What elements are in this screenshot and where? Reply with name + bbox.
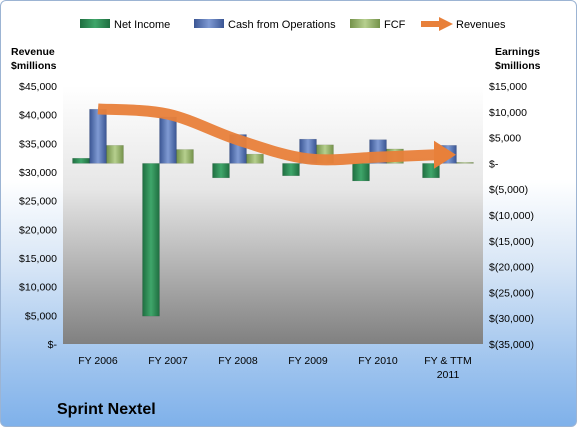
right-axis-title-line-2: $millions	[495, 60, 541, 72]
right-axis-tick-label: $(20,000)	[489, 262, 534, 274]
left-axis-tick-label: $20,000	[19, 224, 57, 236]
plot-area	[63, 86, 483, 344]
net-income-bar	[282, 163, 300, 177]
right-axis-tick-label: $5,000	[489, 133, 521, 145]
revenues-line-path	[97, 103, 437, 166]
right-axis-tick-label: $15,000	[489, 81, 527, 93]
cash-from-operations-bar	[89, 108, 107, 164]
net-income-bar	[352, 163, 370, 182]
right-axis-tick-label: $(5,000)	[489, 184, 528, 196]
legend-label-cash-from-operations: Cash from Operations	[228, 19, 336, 31]
left-axis-tick-label: $10,000	[19, 282, 57, 294]
fcf-bar	[246, 153, 264, 164]
legend-swatch-fcf	[350, 19, 380, 28]
net-income-bar	[212, 163, 230, 179]
x-axis-category-label: FY 2007	[148, 355, 188, 367]
x-axis-category-label: FY 2010	[358, 355, 398, 367]
x-axis-labels: FY 2006 FY 2007 FY 2008 FY 2009 FY 2010 FY & …	[78, 355, 471, 381]
right-axis-tick-label: $(10,000)	[489, 210, 534, 222]
x-axis-category-label: FY 2006	[78, 355, 118, 367]
fcf-bar	[456, 162, 474, 164]
right-axis-tick-label: $(15,000)	[489, 236, 534, 248]
legend-label-fcf: FCF	[384, 19, 406, 31]
left-axis-ticks: $45,000 $40,000 $35,000 $30,000 $25,000 $20,0…	[19, 81, 57, 351]
left-axis-title-line-2: $millions	[11, 60, 57, 72]
x-axis-category-label: 2011	[437, 369, 460, 381]
net-income-bar	[142, 163, 160, 317]
net-income-bar	[72, 157, 90, 164]
revenue-line	[97, 103, 456, 169]
company-caption: Sprint Nextel	[57, 401, 156, 418]
legend-swatch-net-income	[80, 19, 110, 28]
fcf-bar	[106, 145, 124, 164]
right-axis-tick-label: $(25,000)	[489, 287, 534, 299]
right-axis-tick-label: $(35,000)	[489, 339, 534, 351]
left-axis-tick-label: $35,000	[19, 138, 57, 150]
revenues-line-arrowhead	[434, 140, 456, 169]
cash-from-operations-bar	[159, 116, 177, 164]
x-axis-category-label: FY 2009	[288, 355, 328, 367]
legend-swatch-revenues	[421, 17, 453, 31]
left-axis-tick-label: $25,000	[19, 196, 57, 208]
left-axis-tick-label: $40,000	[19, 110, 57, 122]
left-axis-tick-label: $5,000	[25, 310, 57, 322]
left-axis-tick-label: $-	[48, 339, 58, 351]
left-axis-tick-label: $30,000	[19, 167, 57, 179]
left-axis-tick-label: $15,000	[19, 253, 57, 265]
legend-swatch-cash-from-operations	[194, 19, 224, 28]
legend-label-net-income: Net Income	[114, 19, 170, 31]
x-axis-category-label: FY 2008	[218, 355, 258, 367]
legend-label-revenues: Revenues	[456, 19, 506, 31]
left-axis-tick-label: $45,000	[19, 81, 57, 93]
right-axis-tick-label: $10,000	[489, 107, 527, 119]
x-axis-category-label: FY & TTM	[424, 355, 471, 367]
right-axis-ticks: $15,000 $10,000 $5,000 $- $(5,000) $(10,000) $…	[489, 81, 534, 351]
right-axis-title-line-1: Earnings	[495, 46, 540, 58]
right-axis-tick-label: $(30,000)	[489, 313, 534, 325]
right-axis-tick-label: $-	[489, 158, 499, 170]
legend: Net Income Cash from Operations FCF Reve…	[80, 17, 506, 31]
left-axis-title-line-1: Revenue	[11, 46, 55, 58]
fcf-bar	[176, 149, 194, 164]
